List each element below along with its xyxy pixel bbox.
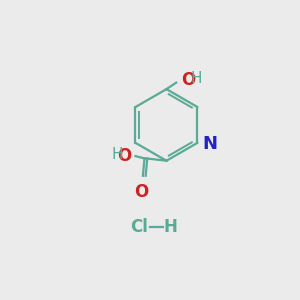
Text: O: O	[134, 183, 148, 201]
Text: O: O	[118, 147, 132, 165]
Text: H: H	[190, 71, 202, 86]
Text: N: N	[202, 135, 217, 153]
Text: H: H	[164, 218, 177, 236]
Text: O: O	[182, 71, 196, 89]
Text: H: H	[112, 148, 123, 163]
Text: Cl: Cl	[130, 218, 148, 236]
